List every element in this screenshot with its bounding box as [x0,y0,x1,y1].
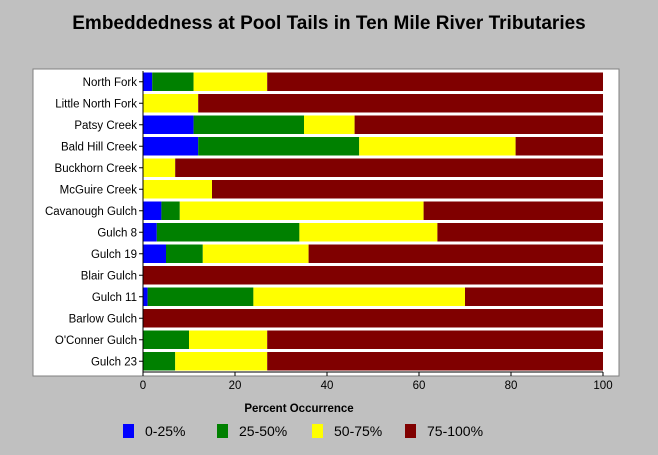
x-tick-label: 20 [229,380,242,392]
category-label: Cavanough Gulch [45,206,137,218]
bar-little-north-fork-50-75 [143,94,199,113]
x-tick-label: 80 [505,380,518,392]
bar-o-conner-gulch-75-100 [267,330,603,349]
bar-cavanough-gulch-0-25 [143,201,162,220]
bar-bald-hill-creek-25-50 [198,137,360,156]
category-label: Barlow Gulch [69,313,137,325]
legend-label: 50-75% [334,423,383,439]
bar-mcguire-creek-50-75 [143,180,212,199]
bar-north-fork-50-75 [193,72,268,91]
bar-gulch-11-0-25 [143,287,148,306]
bar-cavanough-gulch-50-75 [179,201,424,220]
bar-gulch-8-75-100 [437,223,603,242]
bar-patsy-creek-0-25 [143,115,194,134]
bar-gulch-19-0-25 [143,244,166,263]
bar-gulch-8-25-50 [156,223,300,242]
x-tick-label: 40 [321,380,334,392]
category-label: Buckhorn Creek [55,163,138,175]
bar-gulch-19-50-75 [202,244,309,263]
category-label: O'Conner Gulch [55,335,137,347]
legend-label: 25-50% [239,423,288,439]
bar-north-fork-0-25 [143,72,153,91]
bar-gulch-23-75-100 [267,352,603,371]
bar-gulch-11-50-75 [253,287,465,306]
x-tick-label: 60 [413,380,426,392]
category-label: North Fork [83,77,138,89]
bar-o-conner-gulch-50-75 [189,330,268,349]
x-tick-label: 0 [140,380,146,392]
bar-o-conner-gulch-25-50 [143,330,189,349]
bar-buckhorn-creek-50-75 [143,158,176,177]
category-label: Patsy Creek [74,120,137,132]
bar-patsy-creek-25-50 [193,115,304,134]
category-label: Bald Hill Creek [61,141,137,153]
bar-buckhorn-creek-75-100 [175,158,603,177]
bar-barlow-gulch-75-100 [143,309,603,328]
bar-cavanough-gulch-75-100 [423,201,603,220]
bar-mcguire-creek-75-100 [212,180,603,199]
x-axis-label: Percent Occurrence [244,403,354,415]
bar-north-fork-75-100 [267,72,603,91]
bar-gulch-11-75-100 [465,287,603,306]
bar-gulch-8-50-75 [299,223,438,242]
legend: 0-25% 25-50% 50-75% 75-100% [0,422,658,442]
category-label: Blair Gulch [81,270,137,282]
bar-patsy-creek-50-75 [304,115,355,134]
bar-gulch-19-25-50 [166,244,203,263]
category-label: Gulch 19 [91,249,137,261]
x-tick-label: 100 [593,380,612,392]
category-label: Gulch 11 [92,292,137,304]
bar-bald-hill-creek-0-25 [143,137,199,156]
legend-label: 75-100% [427,423,484,439]
bar-blair-gulch-75-100 [143,266,603,285]
bar-north-fork-25-50 [152,72,194,91]
category-label: Little North Fork [55,98,137,110]
category-label: McGuire Creek [60,184,138,196]
legend-swatch [123,424,134,438]
x-ticks: 0 20 40 60 80 100 [140,372,613,392]
legend-label: 0-25% [145,423,186,439]
legend-swatch [312,424,323,438]
category-label: Gulch 23 [91,356,137,368]
bar-patsy-creek-75-100 [354,115,603,134]
bar-gulch-23-25-50 [143,352,176,371]
bar-gulch-19-75-100 [308,244,603,263]
bar-cavanough-gulch-25-50 [161,201,180,220]
legend-swatch [405,424,416,438]
legend-swatch [217,424,228,438]
bar-gulch-11-25-50 [147,287,254,306]
bar-little-north-fork-75-100 [198,94,603,113]
bar-bald-hill-creek-75-100 [515,137,603,156]
chart-title: Embeddedness at Pool Tails in Ten Mile R… [72,13,586,34]
category-label: Gulch 8 [97,227,137,239]
bar-group [143,72,603,371]
bar-gulch-8-0-25 [143,223,157,242]
plot-area [32,68,620,377]
category-labels: North Fork Little North Fork Patsy Creek Ba… [45,77,143,368]
bar-gulch-23-50-75 [175,352,268,371]
bar-bald-hill-creek-50-75 [359,137,516,156]
